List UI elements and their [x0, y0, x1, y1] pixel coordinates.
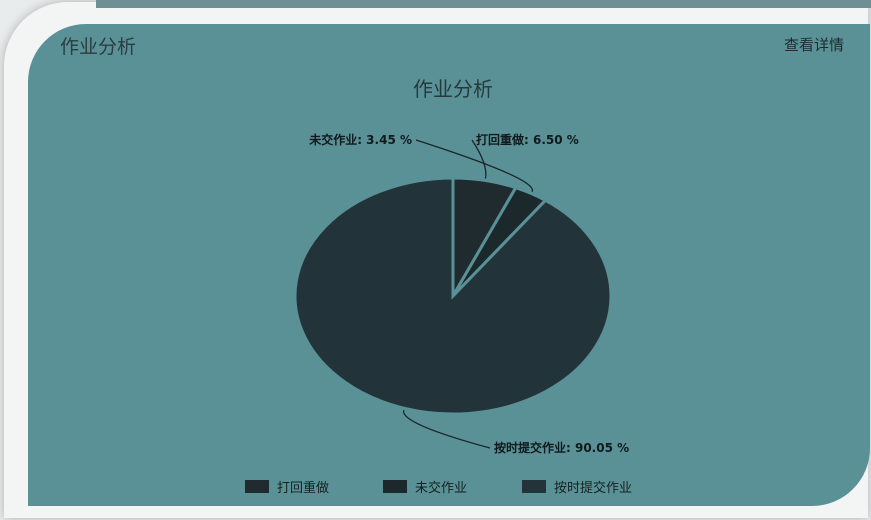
- legend-label-1: 未交作业: [415, 480, 467, 496]
- pie-chart: 作业分析 打回重做: 6.50 % 未交作业: 3.45 % 按时提交作业: 90.…: [245, 77, 632, 496]
- legend-item-0[interactable]: 打回重做: [245, 480, 329, 496]
- pie-slice-2[interactable]: [293, 176, 613, 416]
- top-decoration-strip: [96, 0, 871, 8]
- legend-swatch-2: [522, 480, 546, 493]
- view-details-link[interactable]: 查看详情: [783, 36, 844, 54]
- pie-data-label-0: 打回重做: 6.50 %: [476, 132, 579, 147]
- legend-swatch-1: [383, 480, 407, 493]
- chart-title: 作业分析: [413, 77, 493, 101]
- legend-item-2[interactable]: 按时提交作业: [522, 480, 632, 496]
- homework-analysis-panel: 作业分析 查看详情 作业分析 打回重做: 6.50 % 未交作业: 3.45 % 按…: [28, 24, 870, 506]
- legend-swatch-0: [245, 480, 269, 493]
- panel-title: 作业分析: [60, 36, 137, 58]
- pie-label-line-2: [403, 409, 491, 449]
- legend-label-0: 打回重做: [277, 480, 329, 496]
- pie-data-label-1: 未交作业: 3.45 %: [308, 132, 412, 147]
- pie-data-label-2: 按时提交作业: 90.05 %: [494, 440, 629, 455]
- pie-label-line-1: [415, 139, 533, 192]
- pie-label-line-0: [471, 139, 487, 179]
- legend-label-2: 按时提交作业: [554, 480, 632, 496]
- legend-item-1[interactable]: 未交作业: [383, 480, 467, 496]
